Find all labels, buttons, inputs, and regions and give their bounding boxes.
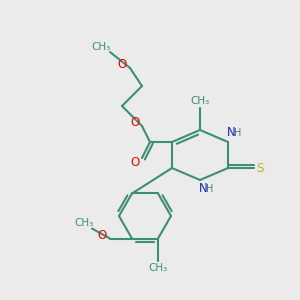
Text: O: O — [117, 58, 127, 71]
Text: CH₃: CH₃ — [92, 42, 111, 52]
Text: N: N — [226, 127, 236, 140]
Text: CH₃: CH₃ — [190, 96, 210, 106]
Text: CH₃: CH₃ — [74, 218, 94, 227]
Text: O: O — [98, 229, 106, 242]
Text: H: H — [234, 128, 242, 138]
Text: S: S — [256, 161, 264, 175]
Text: CH₃: CH₃ — [148, 262, 168, 272]
Text: N: N — [199, 182, 207, 196]
Text: O: O — [130, 116, 140, 128]
Text: O: O — [130, 155, 140, 169]
Text: H: H — [206, 184, 214, 194]
